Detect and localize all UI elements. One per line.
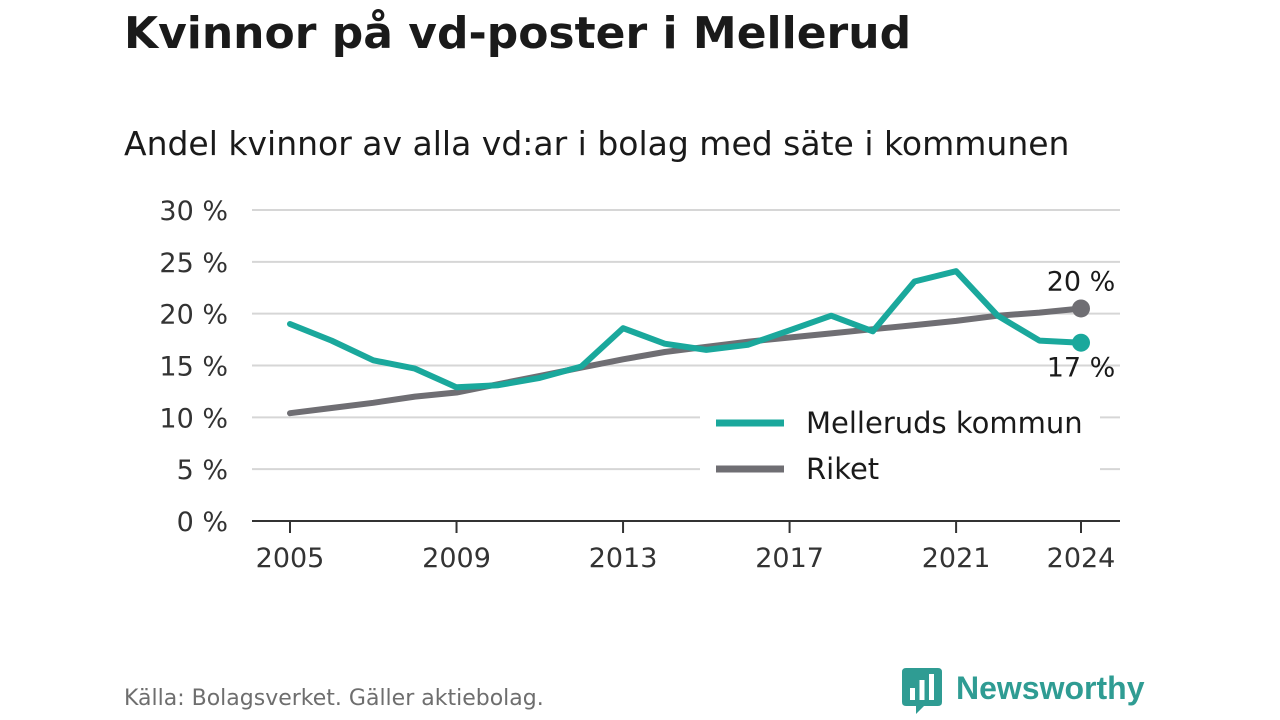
chart-subtitle: Andel kvinnor av alla vd:ar i bolag med …: [124, 124, 1070, 163]
end-label: 20 %: [1047, 266, 1116, 297]
series-line: [287, 305, 1084, 417]
y-tick-label: 25 %: [159, 248, 228, 279]
y-tick-label: 20 %: [159, 300, 228, 331]
x-tick-label: 2005: [256, 543, 325, 574]
series-line: [287, 268, 1084, 391]
source-note: Källa: Bolagsverket. Gäller aktiebolag.: [124, 686, 544, 711]
y-tick-label: 0 %: [177, 507, 228, 538]
brand-name: Newsworthy: [956, 670, 1145, 706]
end-label: 17 %: [1047, 353, 1116, 384]
y-tick-label: 15 %: [159, 352, 228, 383]
y-tick-label: 10 %: [159, 403, 228, 434]
line-chart: 0 % 5 % 10 % 15 % 20 % 25 % 30 % 2005 2009 2013 20…: [159, 196, 1120, 574]
x-tick-label: 2013: [589, 543, 658, 574]
end-point: [1072, 299, 1090, 318]
brand: Newsworthy: [902, 668, 1144, 720]
legend-label: Melleruds kommun: [806, 406, 1083, 440]
x-tick-label: 2017: [755, 543, 824, 574]
x-tick-label: 2024: [1047, 543, 1116, 574]
legend-label: Riket: [806, 452, 879, 486]
y-tick-label: 5 %: [177, 455, 228, 486]
x-tick-label: 2021: [922, 543, 991, 574]
chart-title: Kvinnor på vd-poster i Mellerud: [124, 8, 912, 59]
end-point: [1072, 333, 1090, 352]
legend-background: [700, 398, 1100, 494]
y-tick-label: 30 %: [159, 196, 228, 227]
newsworthy-logo-icon: [902, 668, 942, 714]
x-tick-label: 2009: [422, 543, 491, 574]
